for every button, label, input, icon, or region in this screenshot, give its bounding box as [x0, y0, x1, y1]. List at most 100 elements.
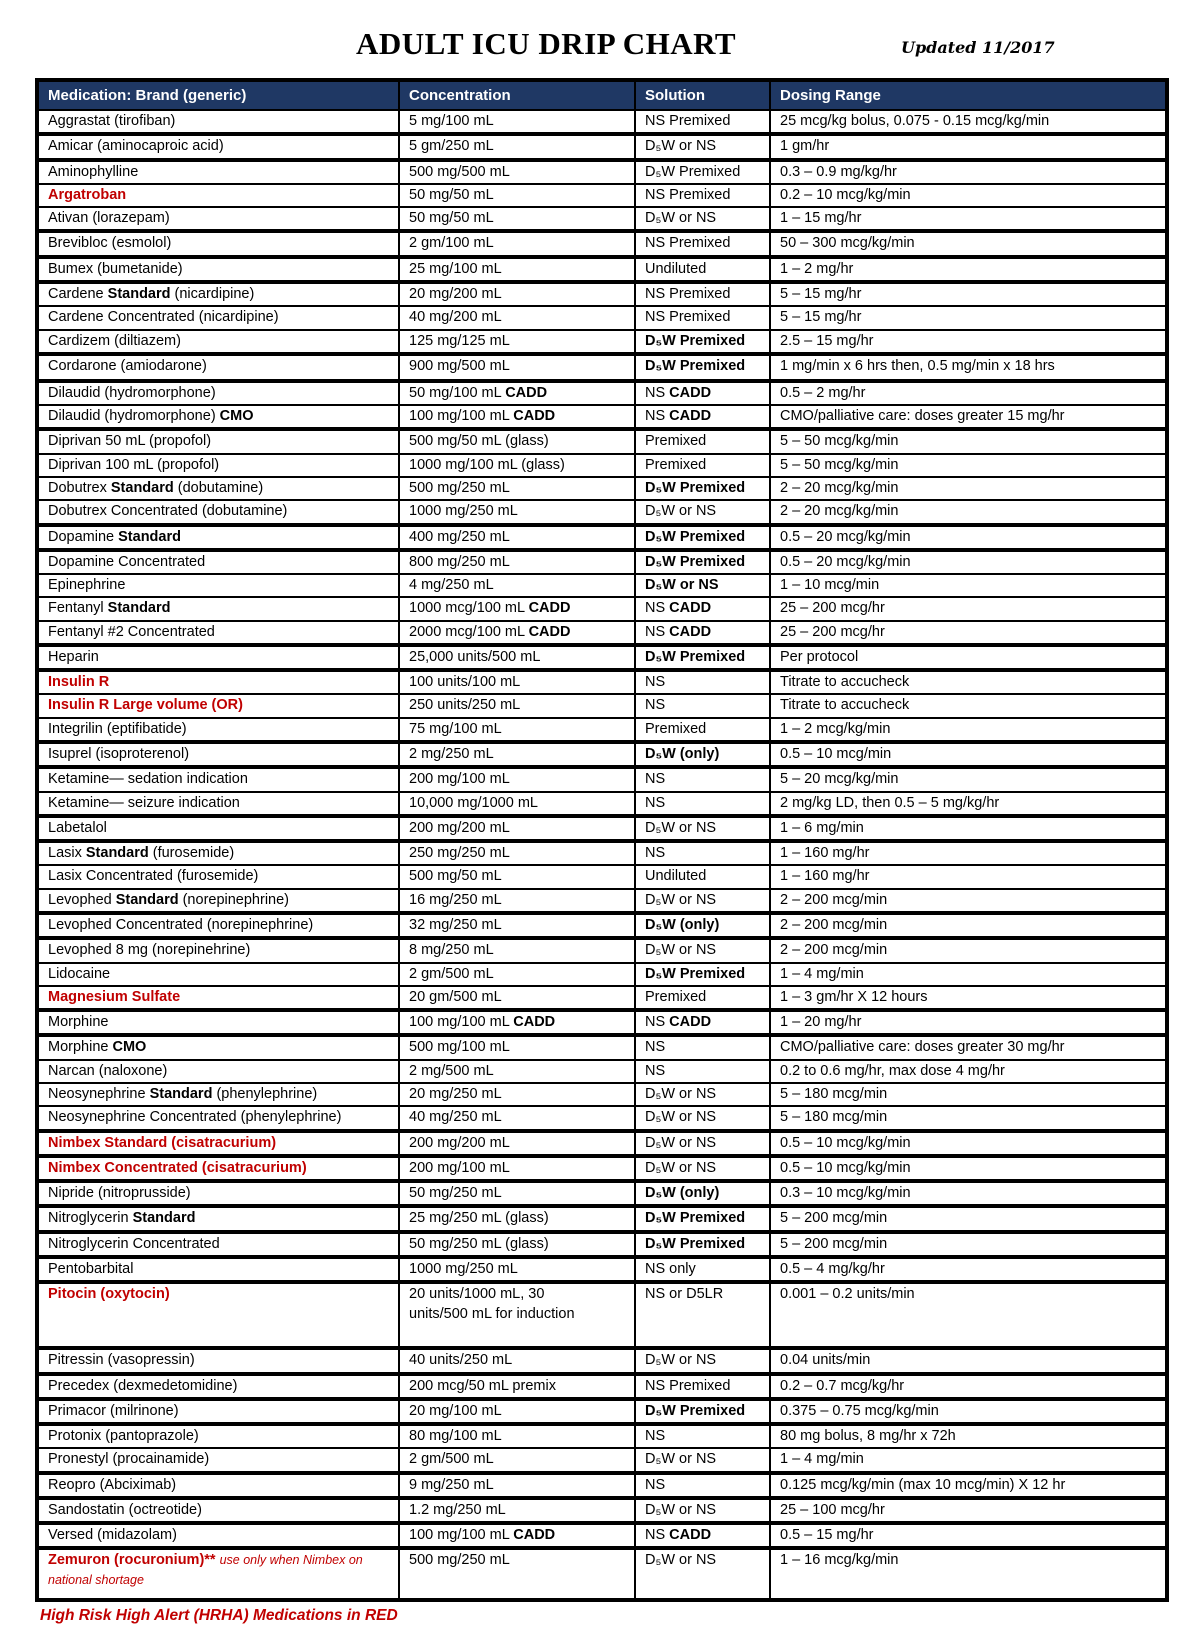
cell-solution: D₅W Premixed [634, 547, 771, 576]
cell-solution: D₅W or NS [634, 887, 771, 915]
cell-solution: D₅W (only) [634, 740, 771, 769]
column-header-solution: Solution [634, 79, 771, 111]
cell-concentration: 50 mg/100 mL CADD [398, 378, 636, 407]
cell-medication: Isuprel (isoproterenol) [36, 740, 400, 769]
cell-solution: D₅W or NS [634, 1546, 771, 1602]
cell-dosing-range: 0.375 – 0.75 mcg/kg/min [769, 1396, 1168, 1426]
cell-dosing-range: 5 – 180 mcg/min [769, 1105, 1168, 1132]
cell-concentration: 250 mg/250 mL [398, 839, 636, 867]
cell-solution: NS [634, 1033, 771, 1061]
cell-medication: Pronestyl (procainamide) [36, 1447, 400, 1474]
cell-concentration: 500 mg/50 mL [398, 864, 636, 890]
cell-dosing-range: 25 – 200 mcg/hr [769, 596, 1168, 622]
cell-concentration: 1000 mg/100 mL (glass) [398, 452, 636, 478]
table-row: Cardizem (diltiazem) 125 mg/125 mL D₅W Pre… [36, 328, 1168, 355]
cell-dosing-range: 0.125 mcg/kg/min (max 10 mcg/min) X 12 h… [769, 1470, 1168, 1499]
cell-dosing-range: 0.5 – 20 mcg/kg/min [769, 547, 1168, 576]
cell-solution: D₅W or NS [634, 206, 771, 233]
table-row: Dilaudid (hydromorphone) CMO 100 mg/100 m… [36, 404, 1168, 431]
cell-solution: D₅W or NS [634, 1105, 771, 1132]
cell-solution: NS only [634, 1254, 771, 1284]
cell-solution: D₅W or NS [634, 1447, 771, 1474]
page-header: ADULT ICU DRIP CHART Updated 11/2017 [0, 0, 1200, 78]
cell-medication: Diprivan 50 mL (propofol) [36, 427, 400, 455]
cell-medication: Lasix Standard (furosemide) [36, 839, 400, 867]
cell-medication: Ativan (lorazepam) [36, 206, 400, 233]
cell-solution: D₅W or NS [634, 499, 771, 526]
cell-concentration: 2 mg/250 mL [398, 740, 636, 769]
table-row: Sandostatin (octreotide) 1.2 mg/250 mL D₅W… [36, 1495, 1168, 1525]
cell-solution: D₅W or NS [634, 1495, 771, 1525]
cell-dosing-range: 0.3 – 0.9 mg/kg/hr [769, 157, 1168, 185]
updated-date: Updated 11/2017 [901, 38, 1055, 57]
table-row: Morphine CMO 500 mg/100 mL NS CMO/palliativ… [36, 1033, 1168, 1061]
cell-medication: Nitroglycerin Concentrated [36, 1229, 400, 1258]
cell-dosing-range: CMO/palliative care: doses greater 30 mg… [769, 1033, 1168, 1061]
cell-concentration: 20 mg/100 mL [398, 1396, 636, 1426]
cell-medication: Aggrastat (tirofiban) [36, 108, 400, 136]
cell-medication: Ketamine— seizure indication [36, 790, 400, 817]
cell-medication: Narcan (naloxone) [36, 1058, 400, 1084]
cell-dosing-range: 1 – 15 mg/hr [769, 206, 1168, 233]
table-row: Heparin 25,000 units/500 mL D₅W Premixed Pe… [36, 642, 1168, 672]
cell-dosing-range: 5 – 20 mcg/kg/min [769, 765, 1168, 793]
cell-medication: Argatroban [36, 182, 400, 209]
cell-concentration: 75 mg/100 mL [398, 716, 636, 744]
cell-medication: Neosynephrine Concentrated (phenylephrin… [36, 1105, 400, 1132]
cell-concentration: 20 gm/500 mL [398, 984, 636, 1012]
cell-dosing-range: 5 – 200 mcg/min [769, 1204, 1168, 1233]
cell-solution: NS [634, 1058, 771, 1084]
table-row: Precedex (dexmedetomidine) 200 mcg/50 mL … [36, 1371, 1168, 1400]
cell-concentration: 500 mg/50 mL (glass) [398, 427, 636, 455]
cell-dosing-range: CMO/palliative care: doses greater 15 mg… [769, 404, 1168, 431]
cell-dosing-range: 1 – 4 mg/min [769, 961, 1168, 987]
cell-medication: Dilaudid (hydromorphone) CMO [36, 404, 400, 431]
table-header-row: Medication: Brand (generic) Concentratio… [36, 79, 1168, 111]
cell-dosing-range: 2 – 200 mcg/min [769, 936, 1168, 964]
table-row: Amicar (aminocaproic acid) 5 gm/250 mL D₅W… [36, 132, 1168, 161]
cell-medication: Dobutrex Concentrated (dobutamine) [36, 499, 400, 526]
table-row: Pentobarbital 1000 mg/250 mL NS only 0.5 – … [36, 1254, 1168, 1284]
cell-concentration: 5 mg/100 mL [398, 108, 636, 136]
cell-concentration: 200 mg/100 mL [398, 1153, 636, 1183]
cell-solution: Premixed [634, 427, 771, 455]
cell-dosing-range: 5 – 50 mcg/kg/min [769, 452, 1168, 478]
cell-medication: Cordarone (amiodarone) [36, 351, 400, 382]
cell-dosing-range: 0.001 – 0.2 units/min [769, 1280, 1168, 1350]
cell-dosing-range: 0.5 – 4 mg/kg/hr [769, 1254, 1168, 1284]
cell-concentration: 10,000 mg/1000 mL [398, 790, 636, 817]
drip-chart-table: Medication: Brand (generic) Concentratio… [35, 78, 1169, 1603]
cell-solution: D₅W or NS [634, 1128, 771, 1157]
cell-dosing-range: 1 – 2 mg/hr [769, 254, 1168, 283]
table-row: Dilaudid (hydromorphone) 50 mg/100 mL CAD… [36, 378, 1168, 407]
cell-dosing-range: 1 – 160 mg/hr [769, 864, 1168, 890]
cell-medication: Levophed 8 mg (norepinehrine) [36, 936, 400, 964]
table-row: Nimbex Concentrated (cisatracurium) 200 m… [36, 1153, 1168, 1183]
page-title: ADULT ICU DRIP CHART [355, 26, 737, 61]
cell-solution: D₅W or NS [634, 1346, 771, 1375]
cell-dosing-range: 0.5 – 15 mg/hr [769, 1521, 1168, 1550]
column-header-dosing-range: Dosing Range [769, 79, 1168, 111]
cell-concentration: 2 gm/100 mL [398, 229, 636, 258]
cell-dosing-range: 2 mg/kg LD, then 0.5 – 5 mg/kg/hr [769, 790, 1168, 817]
cell-solution: D₅W Premixed [634, 328, 771, 355]
cell-concentration: 2 mg/500 mL [398, 1058, 636, 1084]
cell-concentration: 50 mg/250 mL [398, 1179, 636, 1208]
cell-solution: D₅W Premixed [634, 351, 771, 382]
cell-medication: Fentanyl #2 Concentrated [36, 619, 400, 646]
table-row: Ketamine— sedation indication 200 mg/100 … [36, 765, 1168, 793]
cell-medication: Dopamine Standard [36, 522, 400, 551]
cell-concentration: 1000 mg/250 mL [398, 1254, 636, 1284]
cell-solution: NS Premixed [634, 108, 771, 136]
cell-solution: NS [634, 765, 771, 793]
table-row: Primacor (milrinone) 20 mg/100 mL D₅W Prem… [36, 1396, 1168, 1426]
hrha-footnote: High Risk High Alert (HRHA) Medications … [40, 1607, 398, 1625]
cell-concentration: 2000 mcg/100 mL CADD [398, 619, 636, 646]
cell-concentration: 9 mg/250 mL [398, 1470, 636, 1499]
cell-concentration: 40 units/250 mL [398, 1346, 636, 1375]
cell-dosing-range: 5 – 50 mcg/kg/min [769, 427, 1168, 455]
cell-dosing-range: 1 – 4 mg/min [769, 1447, 1168, 1474]
cell-medication: Magnesium Sulfate [36, 984, 400, 1012]
cell-concentration: 500 mg/100 mL [398, 1033, 636, 1061]
